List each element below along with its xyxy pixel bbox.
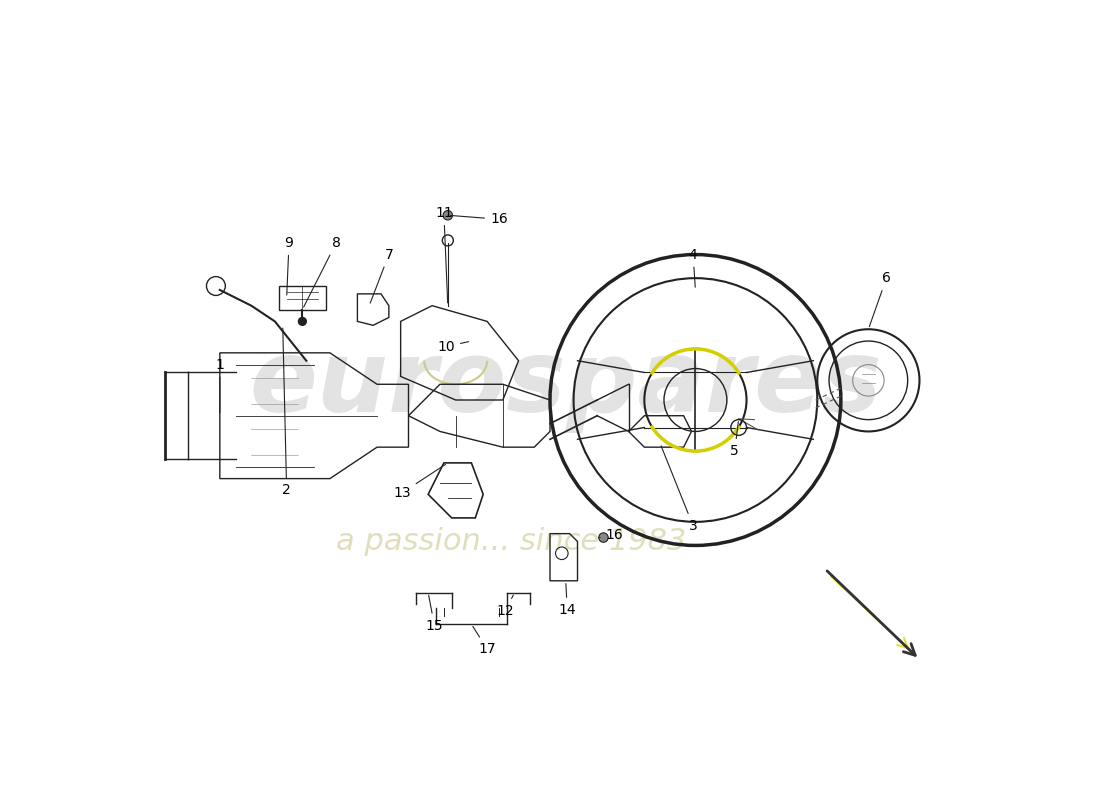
Text: 13: 13: [394, 465, 446, 500]
Text: 7: 7: [371, 247, 393, 303]
Text: 17: 17: [473, 626, 496, 656]
Text: a passion... since 1983: a passion... since 1983: [336, 527, 686, 556]
Text: 16: 16: [451, 212, 508, 226]
Circle shape: [443, 210, 452, 220]
Text: 16: 16: [600, 528, 624, 542]
Text: 9: 9: [285, 236, 294, 295]
Text: 5: 5: [730, 422, 739, 458]
Text: 8: 8: [304, 236, 341, 307]
Text: 11: 11: [434, 206, 453, 303]
Text: 10: 10: [438, 339, 469, 354]
Text: 3: 3: [661, 446, 697, 533]
Text: 14: 14: [559, 583, 576, 617]
Text: 15: 15: [426, 595, 443, 633]
Text: 1: 1: [216, 358, 224, 413]
Text: 6: 6: [869, 271, 891, 326]
Circle shape: [598, 533, 608, 542]
Text: 4: 4: [689, 247, 697, 287]
Text: 2: 2: [283, 328, 292, 498]
Text: eurospares: eurospares: [250, 336, 882, 433]
Text: 12: 12: [496, 595, 514, 618]
Circle shape: [298, 318, 306, 326]
